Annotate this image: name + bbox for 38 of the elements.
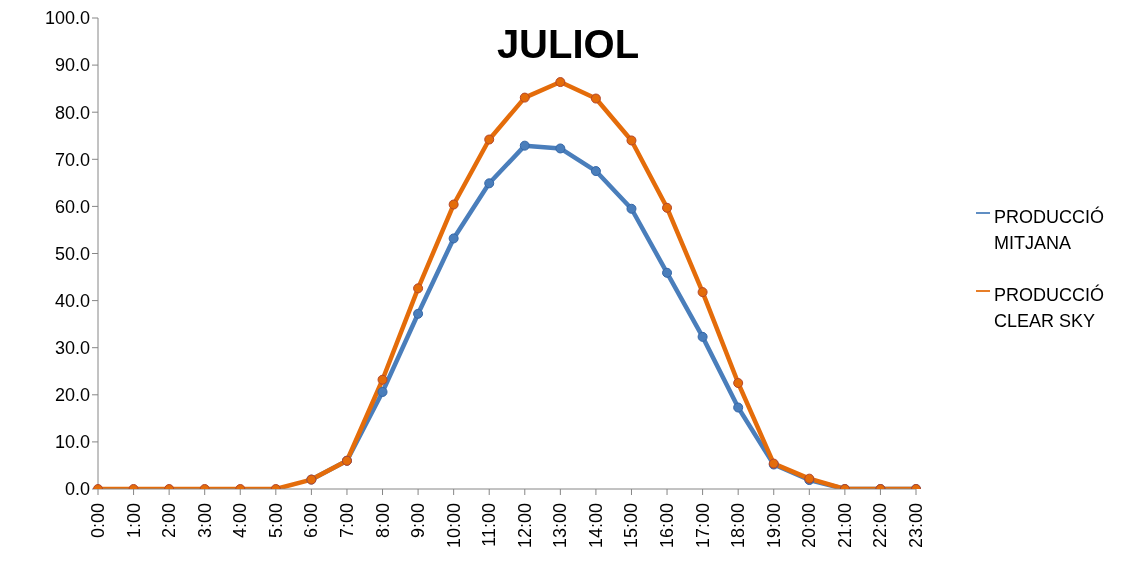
- chart-title: JULIOL: [495, 22, 641, 67]
- x-tick-label: 1:00: [123, 503, 144, 539]
- x-tick-label: 18:00: [728, 503, 749, 549]
- y-tick-label: 0.0: [64, 479, 90, 500]
- x-tick-label: 9:00: [408, 503, 429, 539]
- legend-label: PRODUCCIÓ CLEAR SKY: [994, 283, 1105, 333]
- y-tick-label: 30.0: [54, 338, 90, 359]
- y-tick-label: 60.0: [54, 196, 90, 217]
- legend-label: PRODUCCIÓ MITJANA: [994, 205, 1105, 255]
- x-tick-label: 2:00: [159, 503, 180, 539]
- x-tick-label: 14:00: [585, 503, 606, 549]
- x-tick-label: 20:00: [799, 503, 820, 549]
- x-tick-label: 15:00: [621, 503, 642, 549]
- x-tick-label: 12:00: [514, 503, 535, 549]
- x-tick-label: 5:00: [265, 503, 286, 539]
- y-tick-label: 40.0: [54, 290, 90, 311]
- y-tick-label: 10.0: [54, 432, 90, 453]
- x-tick-label: 17:00: [692, 503, 713, 549]
- x-tick-label: 6:00: [301, 503, 322, 539]
- x-tick-label: 23:00: [906, 503, 926, 549]
- x-tick-label: 4:00: [230, 503, 251, 539]
- x-tick-label: 8:00: [372, 503, 393, 539]
- y-tick-label: 50.0: [54, 243, 90, 264]
- x-tick-label: 16:00: [657, 503, 678, 549]
- x-tick-label: 22:00: [870, 503, 891, 549]
- y-tick-label: 90.0: [54, 55, 90, 76]
- x-tick-label: 11:00: [479, 503, 500, 547]
- y-tick-label: 80.0: [54, 102, 90, 123]
- x-tick-label: 3:00: [194, 503, 215, 539]
- x-tick-label: 0:00: [88, 503, 108, 539]
- y-tick-label: 20.0: [54, 385, 90, 406]
- x-tick-label: 7:00: [336, 503, 357, 539]
- y-tick-label: 100.0: [44, 8, 90, 29]
- x-tick-label: 10:00: [443, 503, 464, 549]
- x-tick-label: 13:00: [550, 503, 571, 549]
- x-tick-label: 19:00: [763, 503, 784, 549]
- y-tick-label: 70.0: [54, 149, 90, 170]
- x-tick-label: 21:00: [834, 503, 855, 549]
